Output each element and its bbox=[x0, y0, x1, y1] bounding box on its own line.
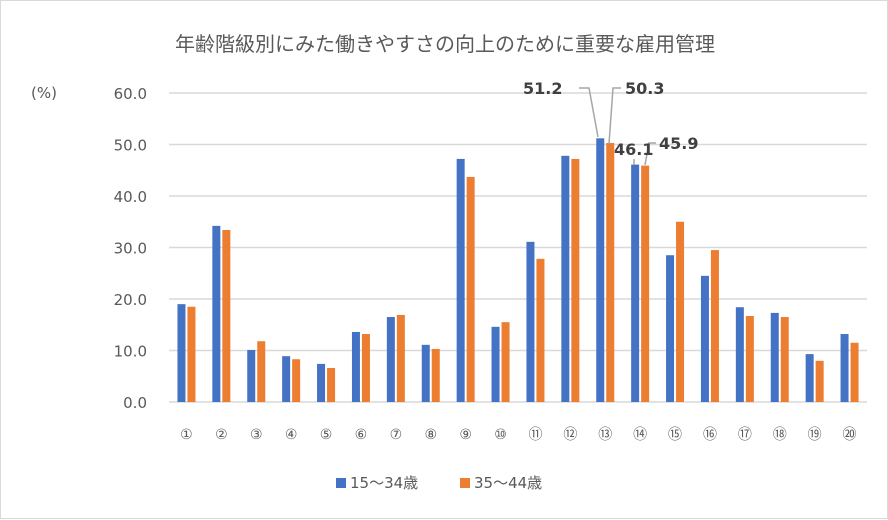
bar-15-34-8 bbox=[421, 344, 430, 402]
legend-label-15-34: 15～34歳 bbox=[350, 474, 418, 492]
bar-35-44-10 bbox=[501, 322, 510, 402]
y-axis-label: (%) bbox=[31, 84, 57, 102]
bar-15-34-19 bbox=[805, 354, 814, 402]
bar-35-44-8 bbox=[431, 348, 440, 402]
y-tick-label: 40.0 bbox=[114, 188, 147, 206]
bar-35-44-16 bbox=[710, 250, 719, 402]
bar-15-34-5 bbox=[317, 363, 326, 402]
legend-label-35-44: 35～44歳 bbox=[474, 474, 542, 492]
x-tick-label: ⑥ bbox=[355, 427, 368, 443]
x-tick-label: ⑲ bbox=[808, 427, 822, 443]
bar-15-34-13 bbox=[596, 138, 605, 402]
legend: 15～34歳 35～44歳 bbox=[336, 474, 542, 492]
bar-35-44-19 bbox=[815, 360, 824, 402]
bar-15-34-1 bbox=[177, 304, 186, 402]
x-tick-label: ⑯ bbox=[703, 427, 717, 443]
bar-35-44-7 bbox=[396, 314, 405, 402]
bar-15-34-12 bbox=[561, 155, 570, 402]
leader-line bbox=[608, 87, 621, 145]
bar-15-34-16 bbox=[700, 275, 709, 402]
y-tick-label: 30.0 bbox=[114, 240, 147, 258]
y-tick-label: 50.0 bbox=[114, 137, 147, 155]
bar-15-34-7 bbox=[386, 317, 395, 402]
bar-35-44-18 bbox=[780, 317, 789, 402]
data-label-13-orange: 50.3 bbox=[625, 79, 664, 98]
bar-15-34-20 bbox=[840, 334, 849, 402]
bar-35-44-4 bbox=[292, 359, 301, 402]
x-tick-label: ⑧ bbox=[424, 427, 437, 443]
bar-35-44-17 bbox=[745, 315, 754, 402]
y-tick-label: 60.0 bbox=[114, 85, 147, 103]
data-label-13-blue: 51.2 bbox=[523, 79, 562, 98]
bar-35-44-15 bbox=[676, 221, 685, 402]
x-tick-label: ① bbox=[180, 427, 193, 443]
bar-35-44-20 bbox=[850, 342, 859, 402]
bar-15-34-15 bbox=[666, 255, 675, 402]
x-tick-label: ⑮ bbox=[668, 427, 682, 443]
x-tick-label: ⑭ bbox=[633, 427, 647, 443]
bar-35-44-9 bbox=[466, 176, 475, 402]
y-tick-label: 10.0 bbox=[114, 343, 147, 361]
x-tick-label: ⑤ bbox=[320, 427, 333, 443]
x-tick-label: ⑨ bbox=[459, 427, 472, 443]
y-tick-label: 0.0 bbox=[123, 394, 147, 412]
x-tick-label: ⑳ bbox=[843, 427, 857, 443]
data-label-14-orange: 45.9 bbox=[659, 134, 698, 153]
x-tick-label: ⑬ bbox=[598, 427, 612, 443]
x-tick-label: ② bbox=[215, 427, 228, 443]
chart-title: 年齢階級別にみた働きやすさの向上のために重要な雇用管理 bbox=[175, 32, 715, 56]
x-tick-label: ⑱ bbox=[773, 427, 787, 443]
leader-line bbox=[579, 87, 599, 138]
bar-15-34-9 bbox=[456, 158, 465, 402]
bar-35-44-2 bbox=[222, 229, 231, 402]
x-tick-label: ③ bbox=[250, 427, 263, 443]
bar-15-34-11 bbox=[526, 241, 535, 402]
legend-swatch-35-44 bbox=[460, 478, 470, 488]
x-tick-label: ⑪ bbox=[528, 427, 542, 443]
bar-35-44-14 bbox=[641, 165, 650, 402]
legend-swatch-15-34 bbox=[336, 478, 346, 488]
bar-15-34-2 bbox=[212, 225, 221, 402]
x-tick-label: ⑩ bbox=[494, 427, 507, 443]
bar-35-44-6 bbox=[361, 334, 370, 402]
bar-15-34-17 bbox=[735, 307, 744, 402]
bar-35-44-1 bbox=[187, 306, 196, 402]
bar-15-34-6 bbox=[351, 331, 360, 402]
x-tick-label: ⑦ bbox=[390, 427, 403, 443]
x-tick-label: ④ bbox=[285, 427, 298, 443]
bar-35-44-13 bbox=[606, 142, 615, 402]
y-tick-label: 20.0 bbox=[114, 291, 147, 309]
x-tick-label: ⑫ bbox=[563, 427, 577, 443]
x-tick-label: ⑰ bbox=[738, 427, 752, 443]
bar-35-44-3 bbox=[257, 341, 266, 402]
bar-15-34-10 bbox=[491, 326, 500, 402]
data-label-14-blue: 46.1 bbox=[614, 140, 653, 159]
bar-15-34-3 bbox=[247, 349, 256, 402]
bar-35-44-11 bbox=[536, 258, 545, 402]
bar-35-44-12 bbox=[571, 158, 580, 402]
bar-15-34-4 bbox=[282, 356, 291, 402]
bar-35-44-5 bbox=[327, 368, 336, 402]
bar-15-34-18 bbox=[770, 312, 779, 402]
leader-line bbox=[644, 142, 656, 166]
bar-15-34-14 bbox=[631, 164, 640, 402]
